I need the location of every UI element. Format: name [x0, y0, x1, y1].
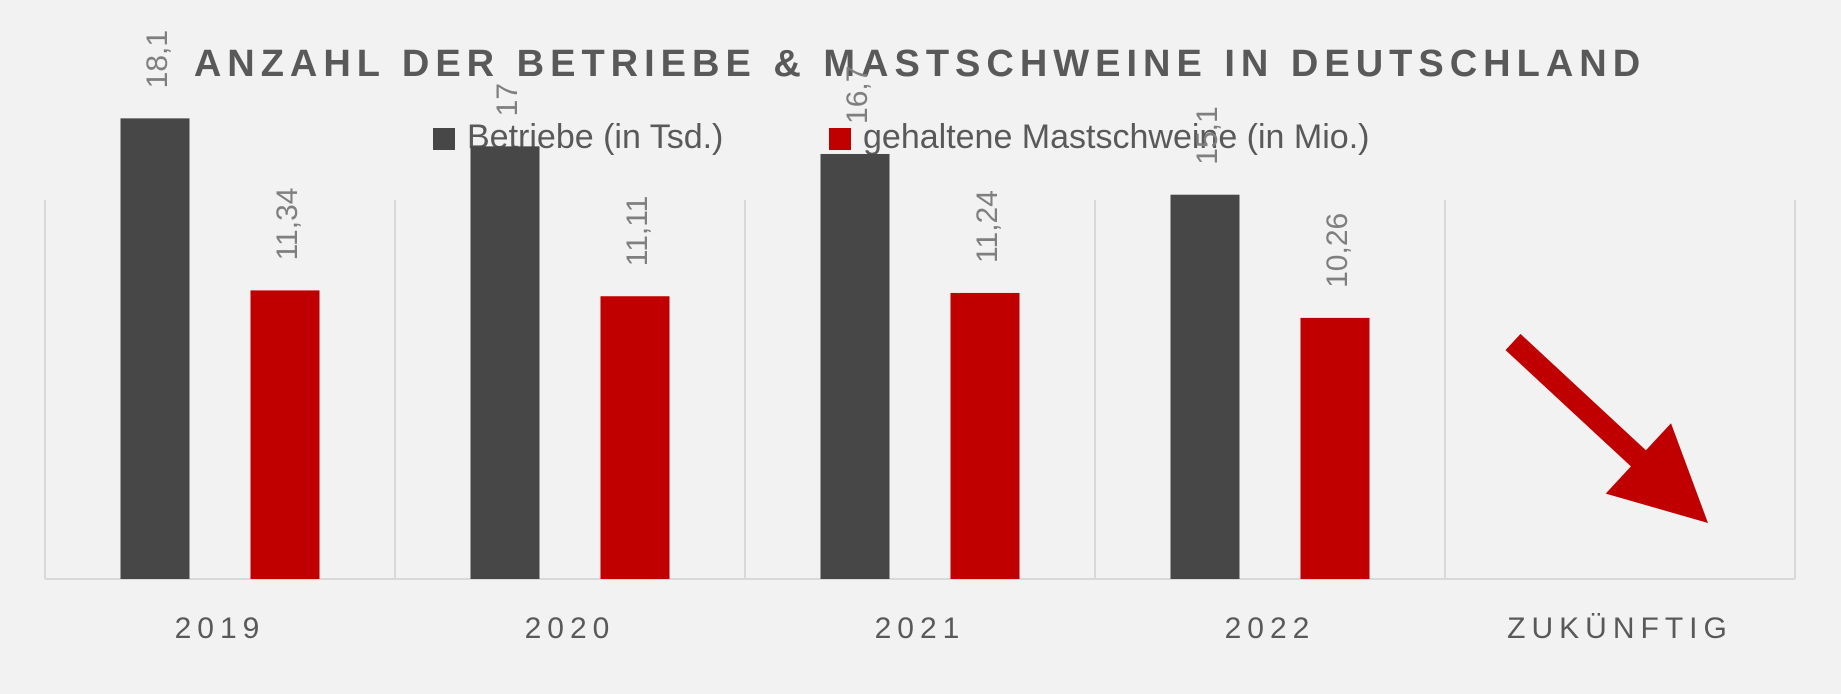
category-label: 2021	[875, 612, 966, 645]
annotation	[1505, 333, 1708, 523]
category-label: 2020	[525, 612, 616, 645]
data-label: 11,24	[971, 190, 1004, 263]
data-label: 17	[491, 83, 524, 116]
bar	[120, 118, 190, 579]
legend: Betriebe (in Tsd.) gehaltene Mastschweine…	[433, 118, 1369, 156]
data-label: 11,11	[621, 196, 654, 267]
bar	[600, 296, 670, 579]
category-label: 2019	[175, 612, 266, 645]
data-label: 16,7	[841, 66, 874, 124]
data-label: 11,34	[271, 188, 304, 261]
value-labels: 18,1 11,34 17 11,11 16,7 11,24 15,1 10,26	[141, 30, 1354, 288]
category-label: 2022	[1225, 612, 1316, 645]
bar	[1300, 317, 1370, 579]
chart-title-group: ANZAHL DER BETRIEBE & MASTSCHWEINE IN DE…	[194, 43, 1646, 85]
data-label: 10,26	[1321, 213, 1354, 288]
data-label: 15,1	[1191, 106, 1224, 164]
legend-swatch	[433, 128, 455, 150]
bars	[120, 118, 1370, 580]
category-label: ZUKÜNFTIG	[1507, 612, 1733, 645]
data-label: 18,1	[141, 30, 174, 88]
legend-swatch	[829, 128, 851, 150]
bar	[250, 290, 320, 579]
category-labels: 2019 2020 2021 2022 ZUKÜNFTIG	[175, 612, 1733, 645]
bar	[470, 146, 540, 579]
trend-arrow-icon	[1505, 333, 1708, 523]
bar	[1170, 194, 1240, 579]
bar	[820, 153, 890, 580]
bar	[950, 292, 1020, 579]
legend-label: gehaltene Mastschweine (in Mio.)	[863, 118, 1369, 156]
chart-title: ANZAHL DER BETRIEBE & MASTSCHWEINE IN DE…	[194, 43, 1646, 85]
axes	[44, 200, 1796, 580]
